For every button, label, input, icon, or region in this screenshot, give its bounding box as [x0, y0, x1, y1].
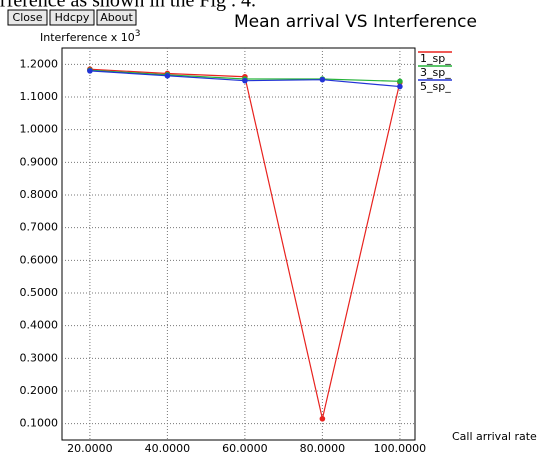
about-label[interactable]: About [100, 11, 133, 24]
legend-label: 3_sp_ [420, 66, 451, 79]
hdcpy-label[interactable]: Hdcpy [55, 11, 90, 24]
data-point [164, 72, 171, 79]
y-label-exponent: 3 [135, 29, 141, 39]
plot-frame [61, 47, 416, 441]
y-tick-label: 1.1000 [20, 90, 59, 103]
y-tick-label: 0.4000 [20, 319, 59, 332]
legend-label: 1_sp_ [420, 52, 451, 65]
x-tick-label: 20.0000 [67, 442, 113, 455]
data-point [87, 68, 93, 74]
data-point [319, 76, 326, 83]
y-label-text: Interference x 10 [40, 31, 135, 44]
y-tick-label: 1.0000 [20, 123, 59, 136]
y-tick-label: 1.2000 [20, 57, 59, 70]
y-tick-label: 0.8000 [20, 188, 59, 201]
y-tick-label: 0.6000 [20, 253, 59, 266]
data-point [242, 77, 248, 84]
y-tick-label: 0.5000 [20, 286, 59, 299]
y-tick-label: 0.7000 [20, 221, 59, 234]
x-axis-label: Call arrival rate [452, 430, 537, 443]
y-tick-label: 0.3000 [20, 351, 59, 364]
x-tick-label: 100.0000 [374, 442, 427, 455]
legend-label: 5_sp_ [420, 80, 451, 93]
x-tick-label: 80.0000 [300, 442, 346, 455]
caption-fragment: rference as shown in the Fig . 4. [0, 0, 256, 12]
data-point [397, 83, 403, 90]
y-tick-label: 0.2000 [20, 384, 59, 397]
about-button[interactable] [96, 9, 137, 26]
close-label[interactable]: Close [13, 11, 43, 24]
y-axis-label: Interference x 103 [40, 29, 141, 45]
hdcpy-button[interactable] [49, 9, 95, 26]
data-point [397, 78, 403, 85]
chart-title: Mean arrival VS Interference [234, 12, 477, 32]
x-tick-label: 60.0000 [222, 442, 268, 455]
close-button[interactable] [7, 9, 48, 26]
y-tick-label: 0.1000 [20, 417, 59, 430]
y-tick-label: 0.9000 [20, 155, 59, 168]
data-point [319, 415, 326, 422]
x-tick-label: 40.0000 [145, 442, 191, 455]
